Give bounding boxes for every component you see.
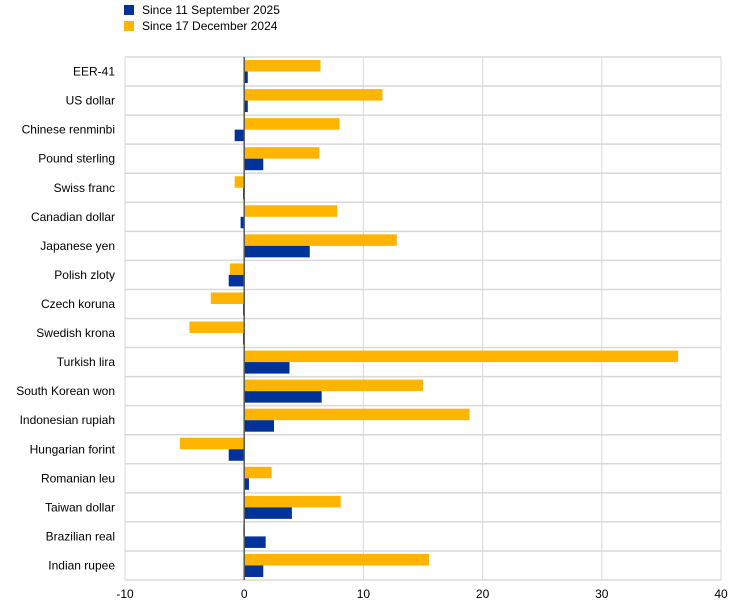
x-tick-label: 30 bbox=[595, 587, 609, 601]
bar-since-dec-2024 bbox=[244, 495, 341, 508]
bar-since-sep-2025 bbox=[234, 129, 245, 142]
legend-label-series-1: Since 11 September 2025 bbox=[142, 3, 280, 17]
category-label: Czech koruna bbox=[41, 297, 115, 311]
bar-since-sep-2025 bbox=[244, 245, 310, 258]
bar-since-dec-2024 bbox=[244, 553, 429, 566]
bar-since-sep-2025 bbox=[244, 391, 322, 403]
category-label: Indian rupee bbox=[48, 558, 115, 572]
bar-since-dec-2024 bbox=[234, 176, 245, 188]
bar-since-dec-2024 bbox=[244, 118, 340, 130]
bar-since-dec-2024 bbox=[244, 379, 423, 392]
legend: Since 11 September 2025 Since 17 Decembe… bbox=[124, 2, 280, 34]
bar-since-dec-2024 bbox=[244, 89, 383, 101]
category-label: Swiss franc bbox=[54, 181, 115, 195]
bar-since-dec-2024 bbox=[179, 437, 245, 450]
category-label: Swedish krona bbox=[36, 326, 115, 340]
bar-since-dec-2024 bbox=[244, 408, 470, 421]
category-label: Pound sterling bbox=[38, 152, 115, 166]
bar-since-dec-2024 bbox=[244, 60, 321, 72]
bar-since-sep-2025 bbox=[244, 71, 248, 84]
x-tick-label: 0 bbox=[241, 587, 248, 601]
bar-since-sep-2025 bbox=[228, 274, 245, 287]
category-label: Taiwan dollar bbox=[45, 500, 115, 514]
bar-since-sep-2025 bbox=[244, 100, 248, 113]
bar-since-sep-2025 bbox=[244, 158, 264, 171]
bar-since-sep-2025 bbox=[244, 536, 266, 548]
x-tick-label: 40 bbox=[714, 587, 728, 601]
bar-since-dec-2024 bbox=[244, 466, 272, 479]
bar-since-dec-2024 bbox=[244, 350, 679, 363]
x-tick-label: 20 bbox=[476, 587, 490, 601]
bar-since-dec-2024 bbox=[244, 205, 338, 217]
bar-since-sep-2025 bbox=[244, 565, 264, 577]
bar-since-dec-2024 bbox=[210, 292, 245, 304]
x-tick-label: 10 bbox=[357, 587, 371, 601]
legend-label-series-2: Since 17 December 2024 bbox=[142, 19, 278, 33]
category-label: Indonesian rupiah bbox=[20, 413, 115, 427]
bar-since-sep-2025 bbox=[244, 478, 249, 490]
bar-since-sep-2025 bbox=[244, 507, 292, 519]
category-label: Brazilian real bbox=[46, 529, 115, 543]
legend-item-series-2: Since 17 December 2024 bbox=[124, 18, 280, 34]
category-label: Polish zloty bbox=[54, 268, 115, 282]
category-label: Canadian dollar bbox=[31, 210, 115, 224]
category-label: Romanian leu bbox=[41, 471, 115, 485]
category-label: US dollar bbox=[66, 94, 115, 108]
x-tick-label: -10 bbox=[116, 587, 134, 601]
bar-since-sep-2025 bbox=[244, 420, 274, 432]
category-label: Hungarian forint bbox=[30, 442, 116, 456]
bar-since-dec-2024 bbox=[189, 321, 245, 334]
bar-since-sep-2025 bbox=[240, 216, 245, 229]
bar-since-sep-2025 bbox=[228, 449, 245, 461]
category-label: Japanese yen bbox=[40, 239, 115, 253]
legend-swatch-series-1 bbox=[124, 5, 134, 15]
bar-since-dec-2024 bbox=[244, 234, 397, 246]
category-label: Chinese renminbi bbox=[22, 123, 115, 137]
bar-since-dec-2024 bbox=[229, 263, 245, 275]
category-label: EER-41 bbox=[73, 65, 115, 79]
bar-since-sep-2025 bbox=[244, 362, 290, 374]
legend-item-series-1: Since 11 September 2025 bbox=[124, 2, 280, 18]
bar-since-dec-2024 bbox=[244, 147, 320, 159]
category-label: Turkish lira bbox=[57, 355, 116, 369]
category-label: South Korean won bbox=[16, 384, 115, 398]
legend-swatch-series-2 bbox=[124, 21, 134, 31]
